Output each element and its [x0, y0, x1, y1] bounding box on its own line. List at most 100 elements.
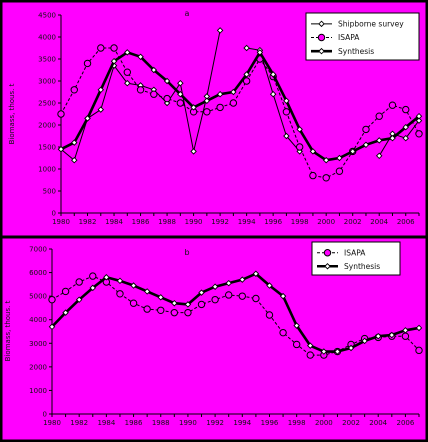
x-tick-label: 1982 [79, 218, 97, 226]
x-tick-label: 2006 [396, 419, 414, 427]
data-point [322, 156, 330, 164]
data-point [190, 104, 197, 111]
data-point [163, 77, 171, 85]
series-line [60, 47, 420, 179]
x-tick-label: 1988 [152, 419, 170, 427]
data-point [97, 44, 105, 52]
data-point [265, 311, 274, 319]
data-point [84, 115, 91, 122]
data-point [61, 287, 70, 296]
legend-label: Shipborne survey [338, 20, 404, 29]
data-point [75, 278, 83, 286]
series-line [60, 51, 420, 162]
data-point [229, 99, 238, 107]
data-point [283, 97, 290, 105]
data-point [198, 289, 205, 296]
data-point [71, 156, 78, 164]
x-tick-label: 1998 [288, 419, 306, 427]
data-point [89, 272, 97, 280]
data-point [388, 331, 396, 339]
x-tick-label: 1996 [261, 419, 279, 427]
series-line [51, 272, 420, 353]
data-point [203, 108, 211, 116]
y-tick-label: 3000 [38, 78, 56, 86]
data-point [57, 110, 65, 118]
data-point [124, 49, 131, 56]
data-point [362, 125, 370, 134]
data-point [157, 306, 165, 314]
x-tick-label: 1980 [43, 419, 61, 427]
legend-marker [323, 249, 332, 257]
data-point [143, 305, 151, 313]
data-point [48, 295, 56, 304]
x-tick-label: 2002 [342, 419, 360, 427]
data-point [150, 90, 158, 98]
data-point [225, 291, 233, 299]
x-tick-label: 2004 [370, 218, 388, 226]
data-point [266, 282, 273, 289]
y-tick-label: 3000 [29, 340, 47, 348]
x-tick-label: 1992 [206, 419, 224, 427]
x-tick-label: 1984 [105, 218, 123, 226]
panel-letter: a [185, 9, 190, 18]
data-point [62, 309, 69, 316]
data-point [170, 308, 179, 317]
data-point [83, 59, 92, 68]
legend-label: ISAPA [344, 248, 366, 257]
data-point [283, 132, 290, 140]
data-point [296, 126, 303, 133]
legend-label: Synthesis [338, 47, 374, 56]
data-point [269, 90, 277, 98]
data-point [362, 141, 370, 149]
data-point [150, 66, 158, 74]
data-point [256, 49, 264, 56]
data-point [374, 332, 382, 340]
data-point [103, 274, 110, 281]
data-point [57, 145, 65, 153]
data-point [336, 154, 343, 162]
legend-marker [317, 33, 326, 42]
x-tick-label: 1994 [233, 419, 251, 427]
x-tick-label: 1992 [211, 218, 229, 226]
x-tick-label: 1994 [238, 218, 256, 226]
y-tick-label: 1500 [38, 144, 56, 152]
data-point [123, 68, 131, 76]
chart-panel-b: 0 1000 2000 3000 4000 5000 6000 7000 1980 1982 198… [1, 237, 427, 441]
y-tick-label: 3500 [38, 56, 56, 64]
data-point [306, 351, 314, 359]
legend-label: ISAPA [338, 33, 360, 42]
data-point [375, 137, 383, 144]
data-point [293, 322, 300, 329]
y-tick-label: 0 [43, 411, 47, 419]
x-tick-label: 2002 [344, 218, 362, 226]
data-point [116, 290, 124, 298]
legend-label: Synthesis [344, 262, 380, 271]
legend-box [311, 241, 401, 276]
data-point [347, 344, 355, 352]
data-point [137, 53, 144, 61]
data-point [48, 323, 56, 331]
data-point [70, 86, 78, 94]
legend-marker [318, 47, 325, 55]
series-synthesis [48, 270, 423, 355]
y-tick-label: 2000 [38, 122, 56, 130]
data-point [230, 88, 237, 96]
data-point [243, 71, 250, 78]
y-tick-label: 4000 [29, 316, 47, 324]
data-point [402, 134, 409, 142]
x-tick-label: 1988 [158, 218, 176, 226]
data-point [375, 152, 383, 160]
y-tick-label: 1000 [38, 166, 56, 174]
data-point [415, 112, 423, 120]
x-tick-label: 1986 [125, 419, 143, 427]
data-point [71, 139, 78, 146]
x-tick-label: 1990 [179, 419, 197, 427]
data-point [295, 143, 304, 151]
x-tick-label: 1980 [52, 218, 70, 226]
y-tick-label: 2000 [29, 363, 47, 371]
series-line [378, 120, 420, 157]
y-axis-label: Biomass, thous. t [8, 83, 16, 144]
data-point [292, 340, 301, 349]
